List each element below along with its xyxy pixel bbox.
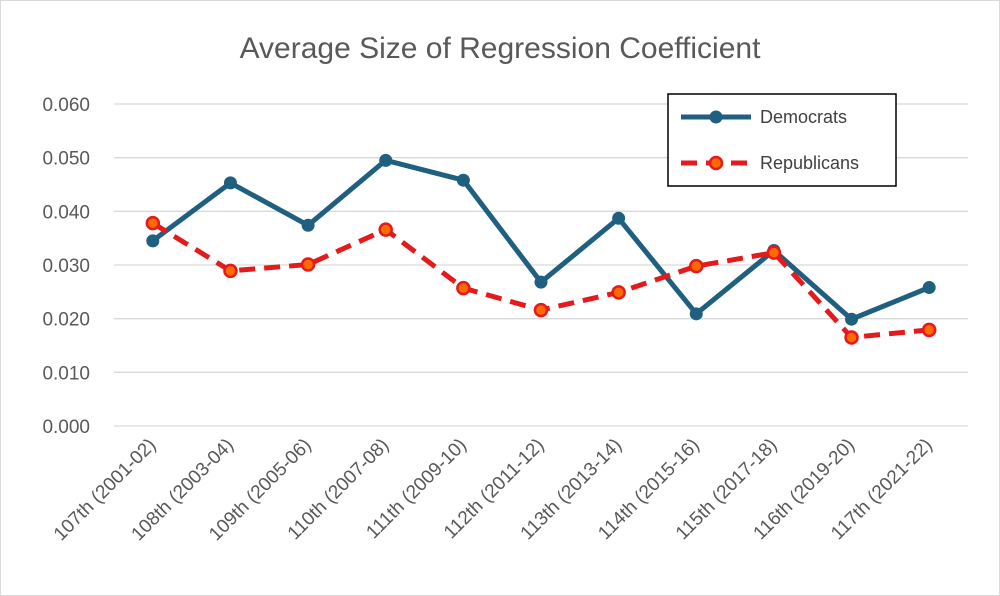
legend-label: Democrats — [760, 107, 847, 127]
data-point — [223, 263, 238, 279]
data-point — [845, 312, 859, 326]
y-tick-label: 0.010 — [42, 363, 90, 384]
data-point — [612, 211, 626, 225]
y-tick-label: 0.050 — [42, 149, 90, 170]
data-point — [223, 176, 237, 190]
data-point — [766, 245, 782, 260]
data-point — [611, 285, 626, 300]
y-tick-label: 0.030 — [42, 256, 90, 277]
legend-box — [667, 93, 897, 187]
legend-label: Republicans — [760, 153, 859, 173]
x-axis-tick-labels: 107th (2001-02)108th (2003-04)109th (200… — [50, 435, 937, 545]
data-point — [921, 322, 937, 338]
data-point — [146, 234, 160, 248]
data-point — [456, 280, 471, 296]
data-point — [456, 173, 470, 187]
legend-marker — [709, 110, 723, 124]
y-tick-label: 0.000 — [42, 417, 90, 438]
y-tick-label: 0.020 — [42, 310, 90, 331]
y-tick-label: 0.040 — [42, 202, 90, 223]
data-point — [378, 222, 393, 237]
data-point — [844, 330, 859, 345]
data-point — [301, 218, 315, 232]
data-point — [689, 307, 703, 321]
series-group — [145, 153, 937, 345]
data-point — [922, 281, 936, 295]
data-point — [300, 257, 316, 272]
series-1 — [145, 215, 937, 345]
data-point — [533, 302, 549, 318]
chart-title: Average Size of Regression Coefficient — [240, 32, 762, 65]
y-tick-label: 0.060 — [42, 95, 90, 116]
data-point — [145, 215, 161, 231]
y-axis-tick-labels: 0.000 0.010 0.020 0.030 0.040 0.050 0.060 — [42, 95, 90, 438]
legend: Democrats Republicans — [667, 93, 897, 187]
data-point — [689, 258, 704, 274]
data-point — [379, 153, 393, 167]
legend-marker — [708, 155, 724, 171]
data-point — [534, 275, 548, 289]
